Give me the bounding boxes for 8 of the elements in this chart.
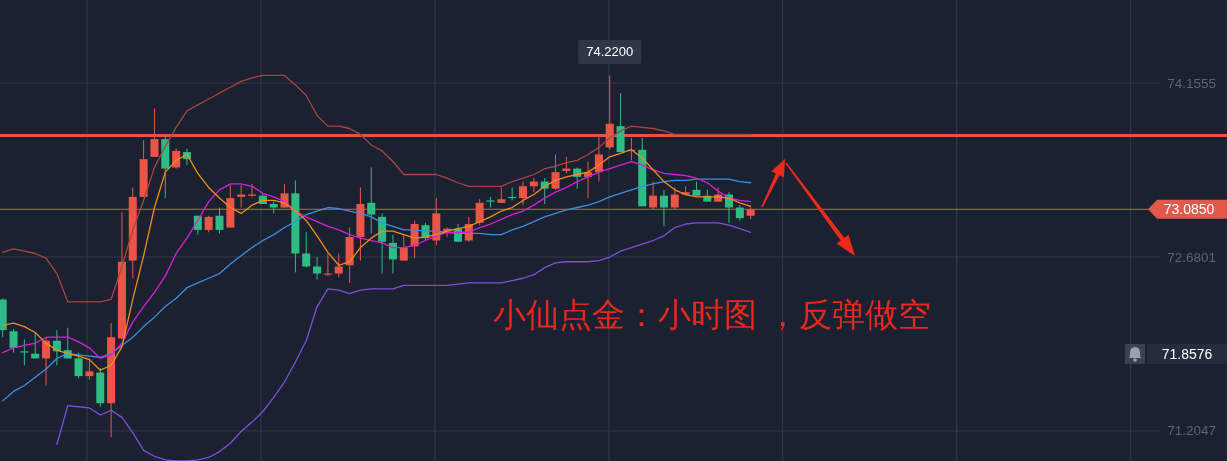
note: 小仙点金：小时图 ，反弹做空 xyxy=(493,296,932,333)
annotation: 74.2200 xyxy=(586,44,634,60)
ytick-label: 74.1555 xyxy=(1167,75,1216,91)
alert-tag: 71.8576 xyxy=(1147,344,1227,364)
ytick-label: 71.2047 xyxy=(1167,423,1216,439)
ref-line-label: 73.0850 xyxy=(1163,201,1215,218)
high-tag: 74.2200 xyxy=(578,39,642,64)
ytick-label: 72.6801 xyxy=(1167,249,1216,265)
